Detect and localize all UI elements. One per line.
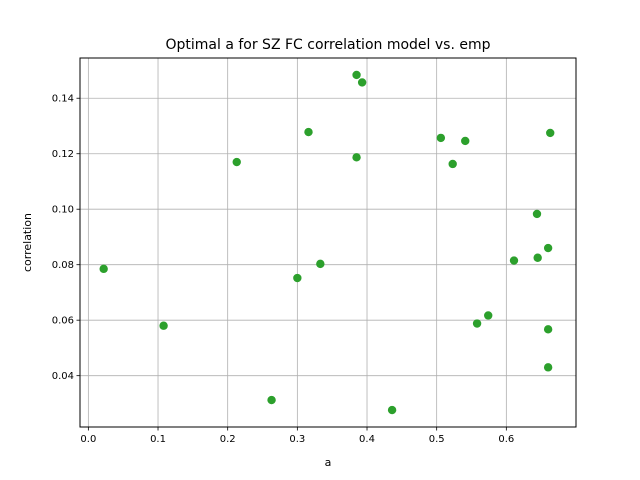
grid-lines <box>80 58 576 427</box>
scatter-point <box>472 319 482 328</box>
y-tick-label: 0.08 <box>52 260 74 271</box>
scatter-point <box>352 153 361 162</box>
scatter-point <box>543 363 553 372</box>
scatter-point <box>546 128 555 138</box>
scatter-point <box>232 157 241 167</box>
x-tick-label: 0.1 <box>150 434 166 445</box>
scatter-point <box>461 136 470 146</box>
scatter-point <box>99 264 108 274</box>
scatter-point <box>532 209 542 219</box>
x-axis-label: a <box>325 456 332 469</box>
scatter-point <box>357 78 367 87</box>
scatter-point <box>352 70 361 80</box>
scatter-point <box>448 159 457 169</box>
scatter-point <box>304 127 313 137</box>
scatter-point <box>484 311 493 320</box>
chart-title: Optimal a for SZ FC correlation model vs… <box>165 37 490 53</box>
scatter-point <box>436 133 446 143</box>
data-points <box>99 70 555 415</box>
scatter-point <box>509 256 519 265</box>
x-tick-label: 0.2 <box>220 434 236 445</box>
y-axis-label: correlation <box>21 213 34 272</box>
plot-frame <box>79 57 577 428</box>
x-axis-ticks: 0.0 0.1 0.2 0.3 0.4 0.5 0.6 <box>80 427 514 445</box>
y-axis-ticks: 0.04 0.06 0.08 0.10 0.12 0.14 <box>52 94 80 382</box>
scatter-point <box>159 321 168 330</box>
scatter-point <box>533 253 542 262</box>
x-tick-label: 0.4 <box>359 434 375 445</box>
x-tick-label: 0.5 <box>429 434 445 445</box>
y-tick-label: 0.04 <box>52 371 74 382</box>
scatter-point <box>387 405 397 415</box>
x-tick-label: 0.0 <box>80 434 96 445</box>
y-tick-label: 0.14 <box>52 94 74 105</box>
scatter-point <box>267 395 276 405</box>
scatter-point <box>543 325 553 334</box>
scatter-point <box>316 259 325 269</box>
scatter-point <box>543 243 553 253</box>
y-tick-label: 0.10 <box>52 205 74 216</box>
y-tick-label: 0.06 <box>52 316 74 327</box>
x-tick-label: 0.3 <box>289 434 305 445</box>
x-tick-label: 0.6 <box>498 434 514 445</box>
y-tick-label: 0.12 <box>52 149 74 160</box>
scatter-point <box>293 273 302 283</box>
